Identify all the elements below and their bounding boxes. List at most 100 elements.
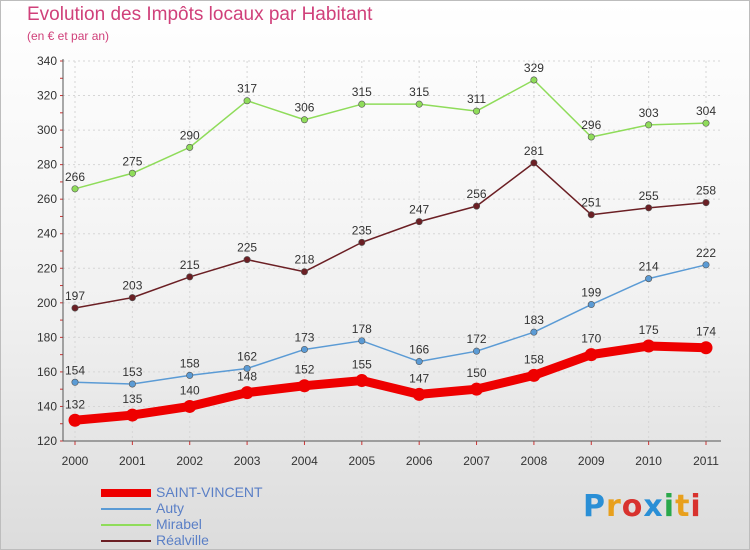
data-point-saint-vincent: [68, 413, 82, 427]
data-point-mirabel: [473, 107, 481, 115]
data-label-auty: 214: [639, 260, 659, 274]
data-label-mirabel: 311: [467, 92, 486, 106]
legend-label: Réalville: [156, 532, 209, 548]
data-point-mirabel: [71, 185, 79, 193]
data-label-auty: 158: [180, 356, 200, 370]
data-label-saint-vincent: 148: [237, 370, 257, 384]
data-label-saint-vincent: 174: [696, 325, 716, 339]
data-point-realville: [358, 238, 366, 246]
data-label-saint-vincent: 135: [122, 392, 142, 406]
y-tick-label: 180: [37, 330, 57, 344]
logo-letter: i: [690, 489, 702, 524]
data-point-auty: [243, 364, 251, 372]
data-point-mirabel: [587, 133, 595, 141]
data-point-saint-vincent: [584, 348, 598, 362]
data-label-mirabel: 315: [352, 85, 372, 99]
x-tick-label: 2003: [234, 454, 261, 468]
data-label-mirabel: 266: [65, 170, 85, 184]
data-label-auty: 173: [294, 330, 314, 344]
y-tick-label: 280: [37, 158, 57, 172]
data-point-mirabel: [243, 97, 251, 105]
data-label-auty: 183: [524, 313, 544, 327]
logo-letter: r: [606, 489, 622, 524]
data-point-saint-vincent: [240, 386, 254, 400]
legend-item-realville: Réalville: [101, 532, 401, 549]
data-label-mirabel: 296: [581, 118, 601, 132]
legend-swatch: [101, 489, 151, 497]
legend-item-saint-vincent: SAINT-VINCENT: [101, 484, 401, 501]
data-point-saint-vincent: [183, 399, 197, 413]
data-label-auty: 178: [352, 322, 372, 336]
logo-letter: P: [583, 489, 606, 524]
data-point-realville: [300, 268, 308, 276]
x-tick-label: 2001: [119, 454, 146, 468]
data-label-saint-vincent: 150: [467, 366, 487, 380]
x-tick-label: 2009: [578, 454, 605, 468]
data-label-mirabel: 303: [639, 106, 659, 120]
data-point-saint-vincent: [355, 374, 369, 388]
y-tick-label: 320: [37, 89, 57, 103]
data-label-realville: 197: [65, 289, 85, 303]
data-point-realville: [415, 218, 423, 226]
logo-letter: t: [675, 489, 691, 524]
data-labels: 154 153 158 162 173 178 166 172 183 199 214 222 266 2…: [65, 61, 716, 411]
series-line-saint-vincent: [70, 341, 711, 425]
series-line-auty: [74, 264, 707, 385]
data-label-realville: 203: [122, 279, 142, 293]
data-point-auty: [300, 345, 308, 353]
data-point-mirabel: [186, 143, 194, 151]
data-label-auty: 162: [237, 349, 257, 363]
y-tick-label: 120: [37, 434, 57, 448]
data-point-mirabel: [645, 121, 653, 129]
data-label-realville: 225: [237, 241, 257, 255]
data-point-realville: [71, 304, 79, 312]
data-label-realville: 235: [352, 223, 372, 237]
data-label-mirabel: 329: [524, 61, 544, 75]
data-point-realville: [702, 199, 710, 207]
data-point-realville: [186, 273, 194, 281]
legend-item-mirabel: Mirabel: [101, 516, 401, 533]
x-tick-label: 2011: [693, 454, 719, 468]
legend: SAINT-VINCENT Auty Mirabel Réalville: [101, 484, 401, 549]
data-point-realville: [587, 211, 595, 219]
data-point-auty: [358, 337, 366, 345]
data-point-auty: [530, 328, 538, 336]
data-label-auty: 222: [696, 246, 716, 260]
x-tick-label: 2002: [176, 454, 203, 468]
y-tick-label: 340: [37, 54, 57, 68]
y-tick-label: 300: [37, 123, 57, 137]
chart-title: Evolution des Impôts locaux par Habitant: [27, 4, 373, 25]
data-label-saint-vincent: 158: [524, 352, 544, 366]
chart-subtitle: (en € et par an): [27, 29, 110, 43]
data-point-saint-vincent: [125, 408, 139, 422]
data-point-mirabel: [415, 100, 423, 108]
tick-labels: 120 140 160 180 200 220 240 260 280 300 320 340 2000…: [37, 54, 719, 468]
data-point-realville: [530, 159, 538, 167]
data-point-saint-vincent: [642, 339, 656, 353]
data-point-auty: [702, 261, 710, 269]
data-label-saint-vincent: 175: [639, 323, 659, 337]
legend-label: Auty: [156, 500, 185, 516]
y-tick-label: 160: [37, 365, 57, 379]
x-tick-label: 2006: [406, 454, 433, 468]
series-line-mirabel: [74, 79, 707, 190]
data-label-realville: 255: [639, 189, 659, 203]
legend-item-auty: Auty: [101, 500, 401, 517]
data-point-auty: [186, 371, 194, 379]
proxiti-logo: Proxiti: [583, 489, 702, 524]
data-point-mirabel: [300, 116, 308, 124]
x-tick-label: 2000: [62, 454, 89, 468]
data-label-saint-vincent: 132: [65, 397, 85, 411]
x-tick-label: 2005: [348, 454, 375, 468]
data-label-mirabel: 317: [237, 82, 257, 96]
data-label-saint-vincent: 152: [294, 363, 314, 377]
data-point-realville: [243, 256, 251, 264]
data-label-realville: 218: [294, 253, 314, 267]
data-point-saint-vincent: [699, 341, 713, 355]
data-point-mirabel: [530, 76, 538, 84]
data-point-auty: [128, 380, 136, 388]
data-label-realville: 258: [696, 184, 716, 198]
data-label-auty: 153: [122, 365, 142, 379]
data-label-mirabel: 306: [294, 101, 314, 115]
